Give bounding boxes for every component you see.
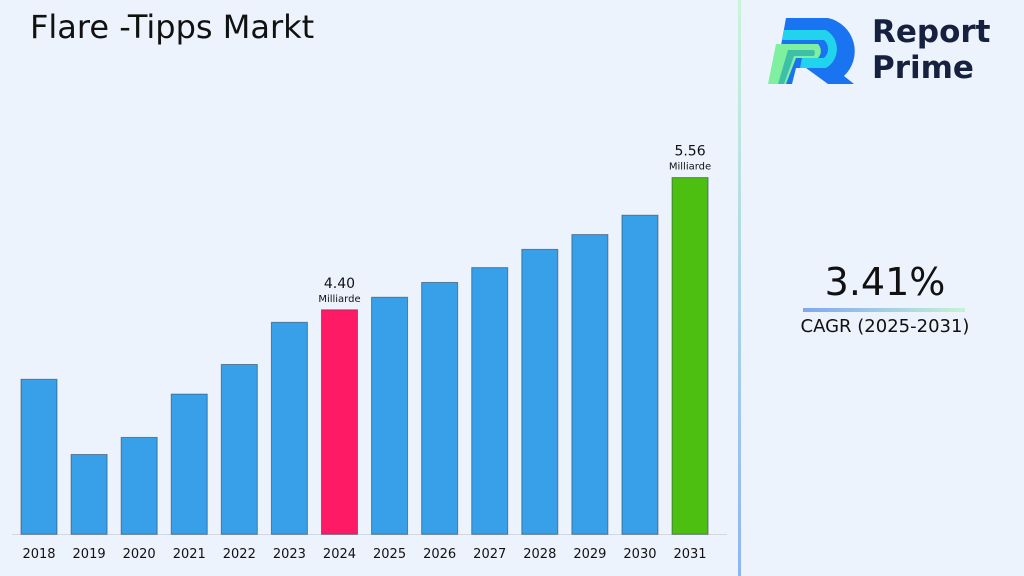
x-tick-label: 2021 bbox=[173, 547, 206, 562]
bar-2030 bbox=[621, 214, 659, 535]
bar-2028 bbox=[521, 248, 559, 535]
data-label-value: 5.56 bbox=[674, 144, 705, 160]
bar-chart: 2018 2019 2020 2021 2022 2023 2024 4.40 Milliard… bbox=[12, 144, 727, 562]
x-tick-label: 2025 bbox=[373, 547, 406, 562]
data-label-unit: Milliarde bbox=[669, 162, 711, 173]
x-tick-label: 2031 bbox=[673, 547, 706, 562]
bar-2024 bbox=[320, 309, 358, 535]
x-tick-label: 2018 bbox=[22, 547, 55, 562]
bar-2029 bbox=[571, 234, 609, 535]
data-label-unit: Milliarde bbox=[318, 294, 360, 305]
divider bbox=[738, 0, 741, 576]
bar-2027 bbox=[471, 267, 509, 535]
x-tick-label: 2020 bbox=[123, 547, 156, 562]
bar-2026 bbox=[421, 281, 459, 535]
x-tick-label: 2024 bbox=[323, 547, 356, 562]
bar-2023 bbox=[270, 321, 308, 535]
x-tick-label: 2028 bbox=[523, 547, 556, 562]
brand-line-2: Prime bbox=[872, 50, 974, 86]
cagr-underline bbox=[803, 308, 965, 312]
bar-2020 bbox=[120, 436, 158, 535]
chart-title: Flare -Tipps Markt bbox=[30, 8, 315, 46]
x-tick-label: 2022 bbox=[223, 547, 256, 562]
cagr-value: 3.41% bbox=[824, 260, 946, 304]
data-label-value: 4.40 bbox=[324, 276, 355, 292]
bar-2021 bbox=[170, 393, 208, 535]
x-tick-label: 2030 bbox=[623, 547, 656, 562]
bar-2031 bbox=[671, 177, 709, 535]
cagr-label: CAGR (2025-2031) bbox=[800, 316, 970, 337]
report-prime-logo bbox=[768, 18, 855, 84]
bar-2022 bbox=[220, 364, 258, 535]
x-tick-label: 2027 bbox=[473, 547, 506, 562]
bar-2019 bbox=[70, 454, 108, 535]
brand-name: Report Prime bbox=[872, 14, 991, 86]
x-tick-label: 2026 bbox=[423, 547, 456, 562]
bar-2018 bbox=[20, 378, 58, 535]
brand-line-1: Report bbox=[872, 14, 991, 50]
x-tick-label: 2019 bbox=[73, 547, 106, 562]
bar-2025 bbox=[371, 296, 409, 535]
x-tick-label: 2023 bbox=[273, 547, 306, 562]
x-tick-label: 2029 bbox=[573, 547, 606, 562]
